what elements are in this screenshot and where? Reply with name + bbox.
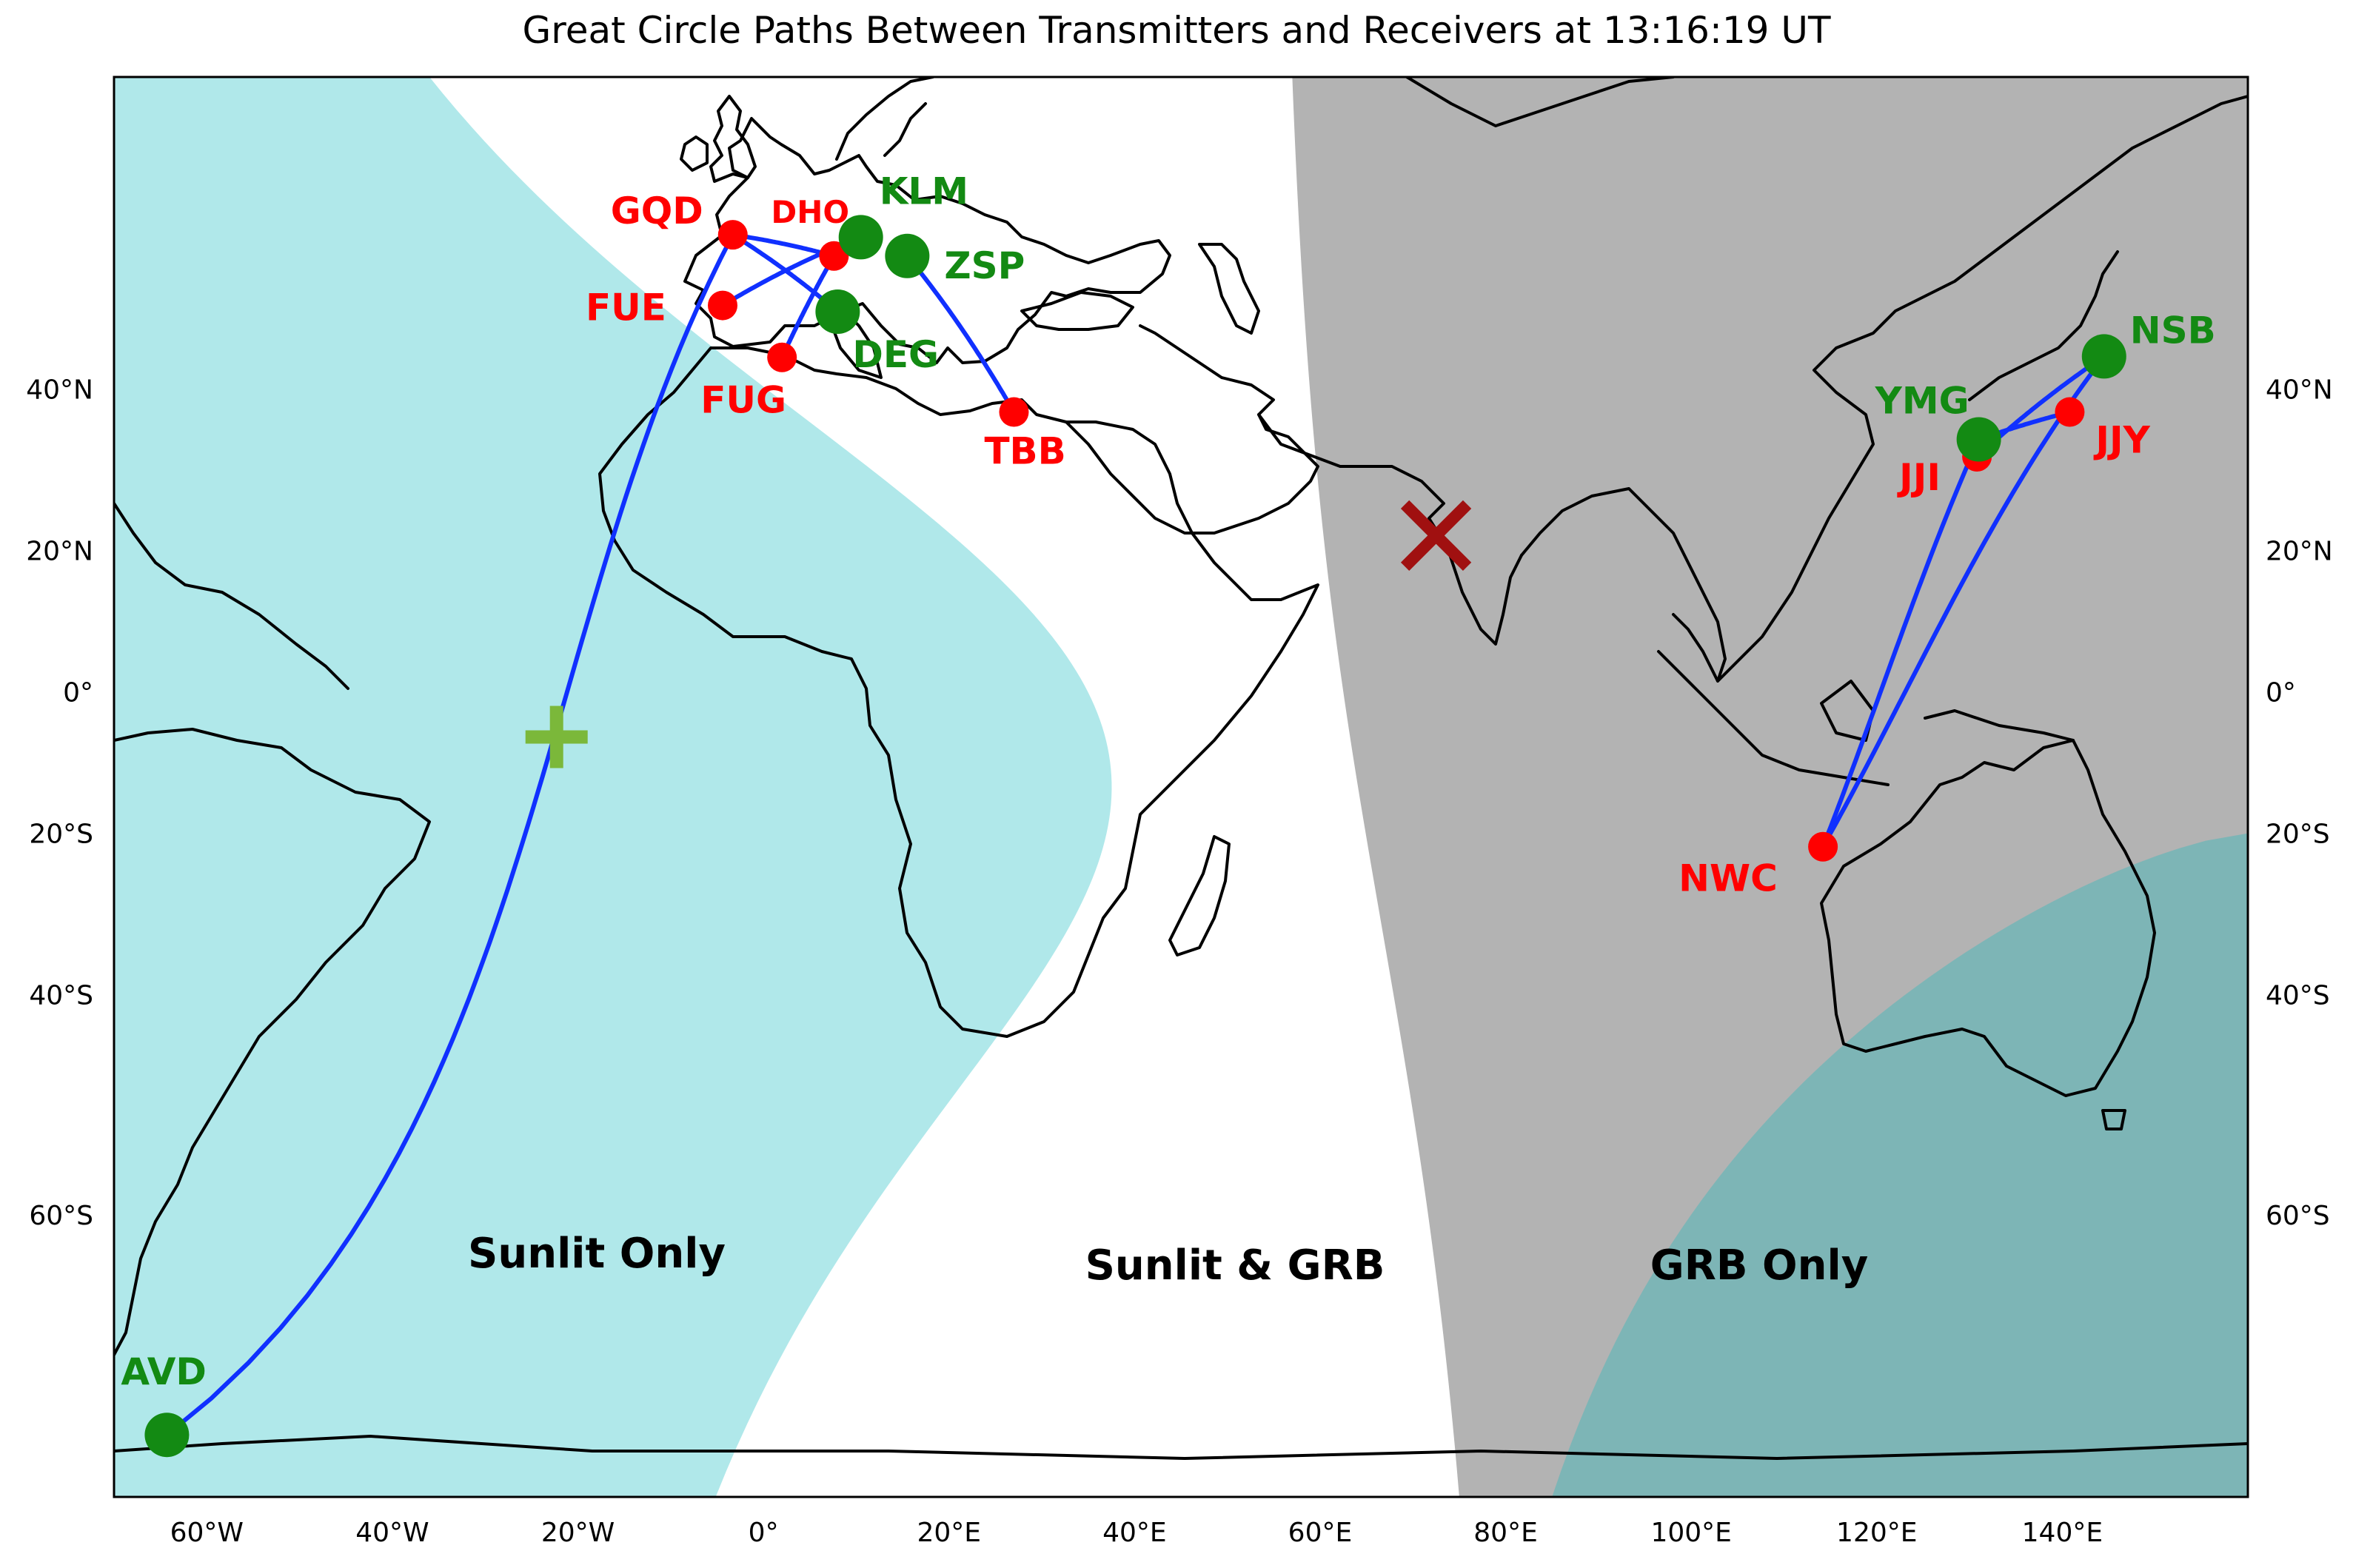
coastline-europe bbox=[683, 117, 1171, 379]
transmitter-label-fue: FUE bbox=[586, 287, 666, 329]
receiver-dot-ymg bbox=[1956, 417, 2001, 462]
map-frame bbox=[113, 76, 2249, 1498]
lat-tick-label-right: 0° bbox=[2266, 678, 2296, 708]
coastline-arabia bbox=[1065, 324, 1319, 535]
receiver-label-zsp: ZSP bbox=[944, 244, 1025, 287]
coastline-australia bbox=[1820, 739, 2156, 1097]
transmitter-label-fug: FUG bbox=[700, 379, 786, 422]
transmitter-label-jjy: JJY bbox=[2093, 419, 2150, 462]
latitude-axis-right: 40°N 20°N 0° 20°S 40°S 60°S bbox=[2266, 375, 2333, 1231]
lat-tick-label-right: 20°S bbox=[2266, 820, 2330, 850]
coastline-tasmania bbox=[2101, 1109, 2126, 1130]
lon-tick-label: 140°E bbox=[2022, 1518, 2103, 1548]
receiver-label-klm: KLM bbox=[880, 170, 968, 212]
coastline-antarctica bbox=[114, 1435, 2248, 1460]
lat-tick-label-left: 20°S bbox=[29, 820, 93, 850]
receiver-dot-klm bbox=[838, 215, 883, 260]
transmitter-dot-fue bbox=[707, 290, 737, 321]
lat-tick-label-left: 0° bbox=[63, 678, 93, 708]
coastline-iran-pakistan bbox=[1257, 413, 1523, 646]
lat-tick-label-right: 60°S bbox=[2266, 1201, 2330, 1231]
path-dho-gqd bbox=[730, 232, 837, 258]
transmitter-dot-dho bbox=[819, 241, 849, 271]
receiver-dot-zsp bbox=[885, 233, 930, 278]
transmitter-dot-nwc bbox=[1808, 831, 1838, 862]
receiver-dot-nsb bbox=[2081, 334, 2126, 379]
region-label-sunlit-grb: Sunlit & GRB bbox=[1085, 1242, 1385, 1290]
transmitter-label-gqd: GQD bbox=[611, 190, 703, 232]
great-circle-paths bbox=[164, 232, 2106, 1438]
plus-marker-icon bbox=[525, 706, 588, 768]
map-title: Great Circle Paths Between Transmitters … bbox=[523, 9, 1831, 52]
lat-tick-label-left: 20°N bbox=[26, 536, 93, 566]
coastline-south-america bbox=[114, 728, 431, 1356]
transmitter-label-jji: JJI bbox=[1897, 456, 1941, 499]
lat-tick-label-left: 60°S bbox=[29, 1201, 93, 1231]
lon-tick-label: 20°W bbox=[541, 1518, 615, 1548]
region-label-sunlit-only: Sunlit Only bbox=[468, 1230, 726, 1278]
coastline-caspian bbox=[1198, 243, 1260, 335]
receiver-dot-avd bbox=[144, 1413, 190, 1458]
receiver-label-avd: AVD bbox=[121, 1350, 207, 1393]
transmitter-label-dho: DHO bbox=[771, 194, 849, 230]
transmitter-dot-jjy bbox=[2055, 397, 2085, 427]
path-nwc-nsb bbox=[1821, 354, 2106, 849]
lat-tick-label-right: 20°N bbox=[2266, 536, 2333, 566]
path-nwc-ymg bbox=[1821, 437, 1981, 849]
path-gqd-avd bbox=[164, 232, 735, 1438]
coastline-scandinavia bbox=[835, 77, 934, 161]
map-markers bbox=[525, 500, 1472, 768]
region-label-grb-only: GRB Only bbox=[1650, 1242, 1868, 1290]
longitude-axis: 60°W 40°W 20°W 0° 20°E 40°E 60°E 80°E 100°E 120°E… bbox=[170, 1518, 2103, 1548]
transmitter-label-tbb: TBB bbox=[984, 430, 1065, 473]
transmitter-dot-fug bbox=[767, 342, 797, 372]
transmitter-dot-tbb bbox=[999, 397, 1029, 427]
receiver-label-nsb: NSB bbox=[2130, 309, 2216, 352]
transmitter-label-nwc: NWC bbox=[1678, 857, 1778, 900]
coastline-japan bbox=[1968, 250, 2119, 401]
coastline-africa bbox=[598, 346, 1319, 1038]
lon-tick-label: 60°E bbox=[1288, 1518, 1353, 1548]
lon-tick-label: 100°E bbox=[1650, 1518, 1731, 1548]
transmitter-dot-gqd bbox=[717, 220, 748, 250]
lon-tick-label: 60°W bbox=[170, 1518, 244, 1548]
lon-tick-label: 80°E bbox=[1473, 1518, 1538, 1548]
coastline-black-sea bbox=[1020, 291, 1134, 331]
lon-tick-label: 40°W bbox=[355, 1518, 429, 1548]
lon-tick-label: 0° bbox=[749, 1518, 779, 1548]
lat-tick-label-left: 40°S bbox=[29, 981, 93, 1011]
lat-tick-label-right: 40°N bbox=[2266, 375, 2333, 405]
lon-tick-label: 20°E bbox=[917, 1518, 981, 1548]
map-plot-area: GQD DHO FUE FUG TBB JJI JJY NWC KLM ZSP DEG NSB YMG A… bbox=[114, 77, 2248, 1497]
latitude-axis-left: 40°N 20°N 0° 20°S 40°S 60°S bbox=[26, 375, 93, 1231]
path-tbb-zsp bbox=[905, 253, 1017, 415]
coastline-madagascar bbox=[1168, 835, 1231, 956]
stations: GQD DHO FUE FUG TBB JJI JJY NWC KLM ZSP DEG NSB YMG A… bbox=[121, 170, 2216, 1458]
coastline-southeast-asia bbox=[1520, 487, 1727, 683]
path-fug-dho bbox=[780, 253, 837, 360]
coastline-east-asia bbox=[1716, 95, 2248, 683]
lon-tick-label: 120°E bbox=[1836, 1518, 1917, 1548]
lon-tick-label: 40°E bbox=[1102, 1518, 1167, 1548]
coastline-great-britain bbox=[709, 95, 757, 183]
receiver-label-deg: DEG bbox=[852, 333, 939, 376]
lat-tick-label-right: 40°S bbox=[2266, 981, 2330, 1011]
receiver-dot-deg bbox=[815, 289, 860, 335]
sunlit-region bbox=[114, 77, 1112, 1497]
coastline-arctic-asia bbox=[1405, 77, 1675, 127]
sunlit-grb-overlap-region bbox=[1552, 833, 2248, 1497]
x-marker-icon bbox=[1400, 500, 1472, 572]
receiver-label-ymg: YMG bbox=[1875, 379, 1969, 422]
lat-tick-label-left: 40°N bbox=[26, 375, 93, 405]
coastline-central-america bbox=[114, 502, 349, 690]
coastline-ireland bbox=[680, 135, 709, 172]
